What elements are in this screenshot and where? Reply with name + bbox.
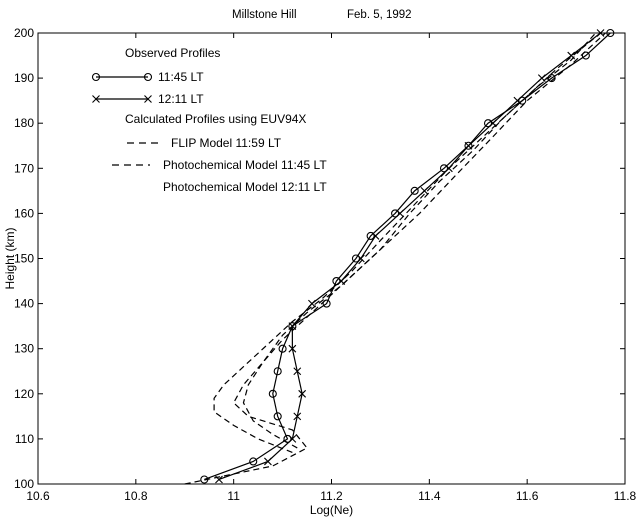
circle-marker xyxy=(464,141,473,150)
legend-marker-end xyxy=(144,95,152,103)
data-series xyxy=(184,28,615,485)
series-line xyxy=(218,32,601,481)
x-marker xyxy=(298,389,307,398)
legend-marker-start xyxy=(92,95,100,103)
chart-title-location: Millstone Hill xyxy=(232,9,297,21)
legend: Observed Profiles 11:45 LT 12:11 LT Calcula… xyxy=(91,46,327,194)
legend-label: FLIP Model 11:59 LT xyxy=(171,136,282,150)
y-tick-label: 190 xyxy=(14,71,34,85)
legend-label: Photochemical Model 12:11 LT xyxy=(163,180,327,194)
legend-item: 11:45 LT xyxy=(91,70,204,84)
y-tick-label: 160 xyxy=(14,206,34,220)
x-tick-label: 11.2 xyxy=(320,489,343,503)
legend-header-observed: Observed Profiles xyxy=(125,46,220,60)
x-marker xyxy=(293,412,302,421)
circle-marker xyxy=(483,119,493,128)
legend-item: 12:11 LT xyxy=(92,92,204,106)
legend-label: Photochemical Model 11:45 LT xyxy=(163,158,327,172)
series-line xyxy=(213,32,601,453)
axis-ticks: 10.6 10.8 11 11.2 11.4 11.6 11.8 100 110 120 130 14… xyxy=(14,26,637,503)
circle-marker xyxy=(268,389,277,398)
circle-marker xyxy=(518,96,527,105)
circle-marker xyxy=(391,209,400,218)
y-tick-label: 170 xyxy=(14,161,34,175)
legend-marker-start xyxy=(91,72,101,82)
circle-marker xyxy=(322,299,331,308)
legend-item: FLIP Model 11:59 LT xyxy=(127,136,282,150)
x-tick-label: 11.8 xyxy=(614,489,637,503)
series-4 xyxy=(213,32,601,453)
plot-area-frame xyxy=(37,32,626,485)
series-1 xyxy=(200,28,615,484)
circle-marker xyxy=(278,344,287,353)
y-tick-label: 120 xyxy=(14,387,34,401)
x-marker xyxy=(308,299,316,308)
y-tick-label: 180 xyxy=(14,116,34,130)
circle-marker xyxy=(581,51,590,60)
series-5 xyxy=(242,32,606,449)
y-tick-label: 130 xyxy=(14,342,34,356)
legend-label: 12:11 LT xyxy=(158,92,204,106)
x-tick-label: 11.6 xyxy=(516,489,539,503)
circle-marker xyxy=(273,412,282,421)
legend-item: Photochemical Model 11:45 LT xyxy=(112,158,327,172)
series-line xyxy=(184,32,597,485)
legend-label: 11:45 LT xyxy=(158,70,204,84)
x-marker xyxy=(420,186,429,195)
x-tick-label: 11.4 xyxy=(418,489,441,503)
y-tick-label: 200 xyxy=(14,26,34,40)
y-tick-label: 100 xyxy=(14,477,34,491)
y-tick-label: 150 xyxy=(14,252,34,266)
legend-header-calculated: Calculated Profiles using EUV94X xyxy=(125,112,306,126)
x-marker xyxy=(293,367,302,376)
circle-marker xyxy=(249,457,258,466)
x-marker xyxy=(356,254,365,263)
series-line xyxy=(204,32,611,481)
x-marker xyxy=(288,435,297,443)
y-axis-title: Height (km) xyxy=(3,227,17,289)
legend-marker-end xyxy=(143,72,153,82)
circle-marker xyxy=(366,231,375,240)
x-marker xyxy=(396,209,404,218)
y-tick-label: 110 xyxy=(15,432,34,446)
x-marker xyxy=(288,344,297,353)
x-tick-label: 11 xyxy=(227,489,240,503)
x-marker xyxy=(264,457,272,466)
circle-marker xyxy=(410,186,419,195)
x-tick-label: 10.8 xyxy=(124,489,148,503)
chart-title-date: Feb. 5, 1992 xyxy=(347,9,412,21)
circle-marker xyxy=(351,254,361,263)
series-3 xyxy=(184,32,597,485)
series-2 xyxy=(215,29,605,484)
circle-marker xyxy=(606,28,615,38)
y-tick-label: 140 xyxy=(14,297,34,311)
legend-item: Photochemical Model 12:11 LT xyxy=(163,180,327,194)
x-axis-title: Log(Ne) xyxy=(310,503,353,517)
series-line xyxy=(242,32,606,449)
x-tick-label: 10.6 xyxy=(26,489,50,503)
x-marker xyxy=(371,232,380,240)
circle-marker xyxy=(273,367,282,376)
circle-marker xyxy=(439,164,449,173)
